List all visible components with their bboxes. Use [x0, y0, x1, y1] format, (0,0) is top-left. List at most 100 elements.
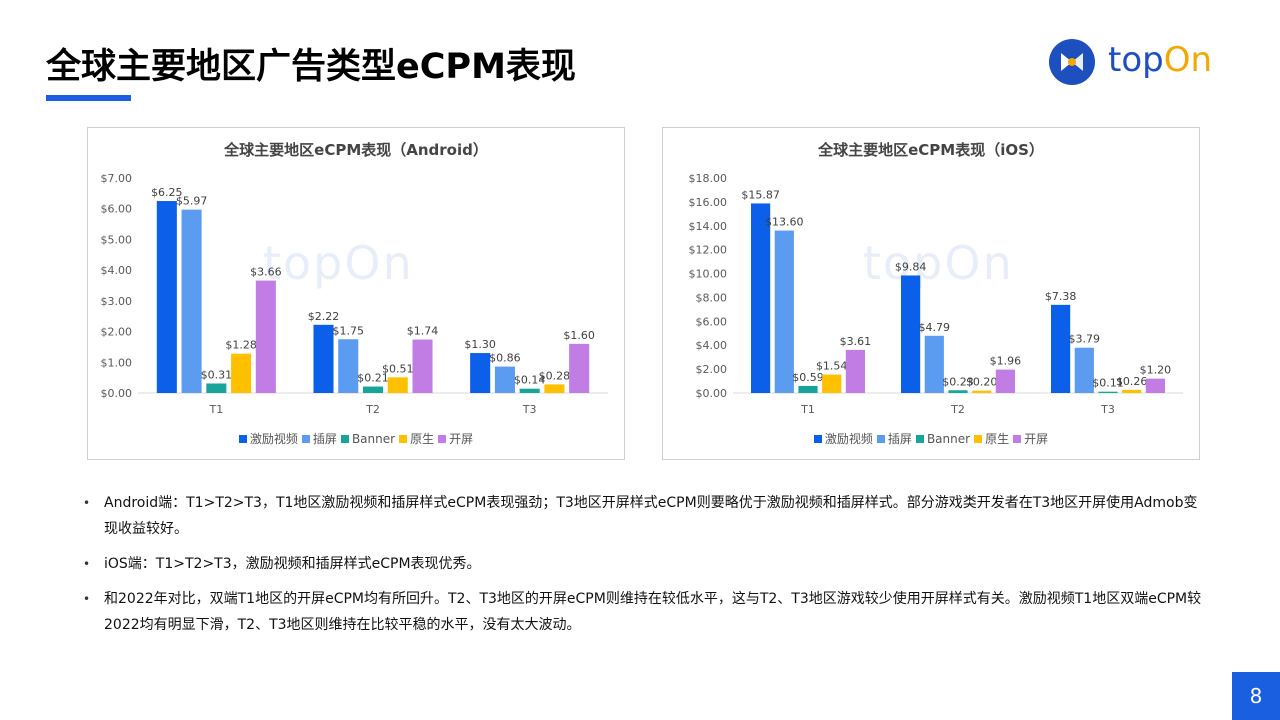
y-tick-label: $18.00	[689, 172, 728, 185]
data-label: $0.11	[1092, 377, 1124, 390]
bullet-text: 和2022年对比，双端T1地区的开屏eCPM均有所回升。T2、T3地区的开屏eC…	[104, 591, 1202, 633]
legend-item: 激励视频	[813, 430, 873, 447]
legend-label: 插屏	[887, 432, 912, 446]
data-label: $0.14	[514, 374, 546, 387]
legend-label: 开屏	[1024, 432, 1049, 446]
data-label: $0.51	[382, 362, 414, 375]
topon-logo-icon	[1049, 39, 1095, 85]
legend-swatch	[876, 435, 885, 443]
legend-item: 原生	[974, 430, 1009, 447]
data-label: $1.75	[332, 324, 364, 337]
data-label: $0.31	[201, 368, 233, 381]
data-label: $0.20	[966, 376, 998, 389]
bar	[362, 386, 384, 393]
bar	[206, 383, 227, 393]
bar	[1051, 304, 1071, 393]
y-tick-label: $12.00	[689, 244, 728, 257]
y-tick-label: $5.00	[101, 233, 133, 246]
y-tick-label: $10.00	[689, 268, 728, 281]
android-chart-plot: $0.00 $1.00 $2.00 $3.00 $4.00 $5.00 $6.00 $7.00…	[101, 172, 608, 416]
legend-label: 原生	[985, 432, 1010, 446]
legend-label: Banner	[926, 432, 971, 446]
data-label: $0.26	[1116, 375, 1148, 388]
android-ecpm-chart: topOn 全球主要地区eCPM表现（Android） $0.00 $1.00 $2…	[87, 127, 625, 460]
data-label: $3.79	[1069, 333, 1101, 346]
bar	[1074, 347, 1094, 393]
y-tick-label: $1.00	[101, 356, 133, 369]
y-tick-label: $8.00	[696, 291, 728, 304]
bullet-item: • 和2022年对比，双端T1地区的开屏eCPM均有所回升。T2、T3地区的开屏…	[83, 586, 1203, 638]
bar	[1098, 391, 1118, 393]
legend-label: 激励视频	[824, 432, 873, 446]
page-title: 全球主要地区广告类型eCPM表现	[46, 47, 576, 87]
data-label: $15.87	[741, 188, 780, 201]
legend-item: 插屏	[876, 430, 912, 447]
bar	[569, 343, 590, 393]
ios-chart-plot: $0.00 $2.00 $4.00 $6.00 $8.00 $10.00 $12.00 $14…	[689, 172, 1183, 416]
data-label: $13.60	[765, 216, 804, 229]
bullet-item: • iOS端：T1>T2>T3，激励视频和插屏样式eCPM表现优秀。	[83, 551, 1203, 577]
legend-label: 原生	[410, 432, 435, 446]
logo-text-part2: On	[1163, 40, 1213, 80]
y-tick-label: $2.00	[101, 326, 133, 339]
bar	[845, 349, 865, 393]
bar	[231, 353, 252, 393]
legend-swatch	[813, 435, 822, 443]
y-tick-label: $4.00	[101, 264, 133, 277]
legend-swatch	[399, 435, 408, 443]
legend-item: 激励视频	[238, 430, 298, 447]
data-label: $0.28	[539, 369, 571, 382]
title-underline	[46, 95, 131, 101]
legend-item: 开屏	[438, 430, 473, 447]
legend-swatch	[915, 435, 924, 443]
bullet-item: • Android端：T1>T2>T3，T1地区激励视频和插屏样式eCPM表现强…	[83, 490, 1203, 542]
data-label: $1.96	[990, 355, 1022, 368]
x-tick-label: T3	[1100, 403, 1115, 416]
data-label: $0.86	[489, 352, 521, 365]
y-tick-label: $4.00	[696, 339, 728, 352]
bar	[519, 388, 540, 393]
legend-swatch	[301, 435, 310, 443]
data-label: $3.61	[840, 335, 872, 348]
legend-item: Banner	[915, 432, 971, 446]
legend-swatch	[974, 435, 983, 443]
bar	[313, 324, 334, 393]
bar	[774, 230, 794, 393]
y-tick-label: $0.00	[101, 387, 133, 400]
legend-item: Banner	[340, 432, 395, 446]
bar	[544, 384, 565, 393]
data-label: $9.84	[895, 260, 927, 273]
bullet-dot: •	[83, 557, 91, 571]
bar	[1145, 378, 1165, 393]
bullet-text: Android端：T1>T2>T3，T1地区激励视频和插屏样式eCPM表现强劲；…	[104, 495, 1198, 537]
chart-legend: 激励视频 插屏 Banner 原生 开屏	[88, 430, 624, 447]
bullet-dot: •	[83, 496, 91, 510]
y-tick-label: $16.00	[689, 196, 728, 209]
legend-label: 开屏	[449, 432, 474, 446]
chart-watermark: topOn	[263, 236, 414, 290]
bar	[470, 353, 491, 393]
data-label: $5.97	[176, 195, 208, 208]
data-label: $1.30	[464, 338, 496, 351]
data-label: $0.21	[357, 372, 389, 385]
bar	[751, 203, 771, 393]
data-label: $1.20	[1140, 364, 1172, 377]
y-tick-label: $14.00	[689, 220, 728, 233]
x-tick-label: T1	[208, 403, 223, 416]
topon-logo: topOn	[1046, 36, 1226, 90]
legend-swatch	[238, 435, 247, 443]
legend-item: 开屏	[1013, 430, 1048, 447]
legend-label: 激励视频	[249, 432, 298, 446]
bar	[798, 385, 818, 393]
bar	[901, 275, 921, 393]
data-label: $1.74	[407, 325, 439, 338]
chart-title: 全球主要地区eCPM表现（Android）	[224, 141, 488, 159]
x-tick-label: T2	[365, 403, 380, 416]
data-label: $1.54	[816, 360, 848, 373]
bar	[181, 209, 202, 393]
bar	[156, 201, 177, 393]
x-tick-label: T3	[522, 403, 537, 416]
bar	[822, 374, 842, 393]
summary-bullets: • Android端：T1>T2>T3，T1地区激励视频和插屏样式eCPM表现强…	[83, 490, 1203, 647]
legend-label: 插屏	[312, 432, 337, 446]
